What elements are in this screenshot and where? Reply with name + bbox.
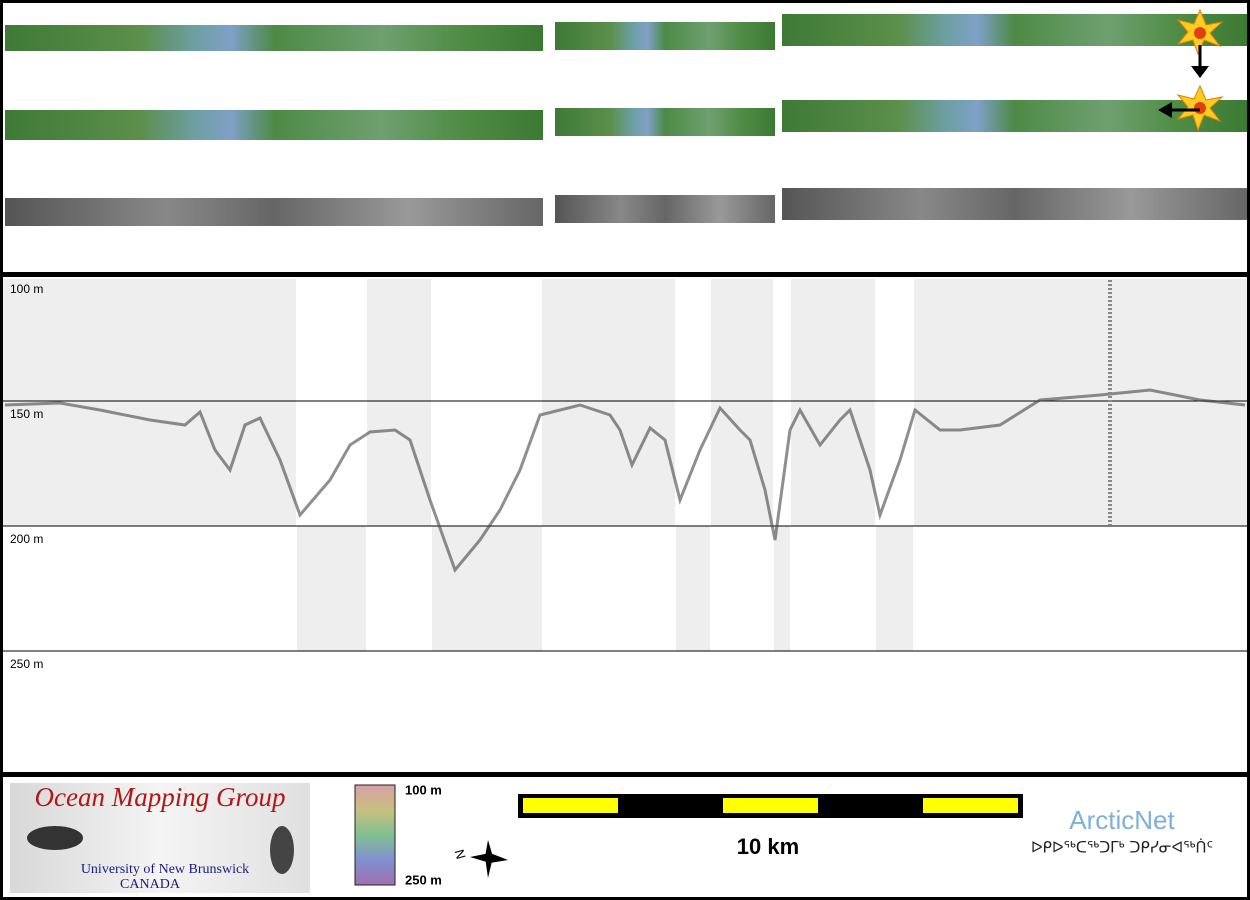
colorbar-label: 250 m bbox=[405, 872, 442, 887]
burst-core bbox=[1194, 27, 1206, 39]
swath-strip bbox=[782, 100, 1247, 132]
logo-line: University of New Brunswick bbox=[81, 862, 249, 877]
scale-label: 10 km bbox=[737, 834, 799, 859]
data-bands bbox=[3, 279, 1247, 651]
logo-line: CANADA bbox=[120, 877, 181, 892]
depth-labels: 100 m 150 m 200 m 250 m bbox=[10, 282, 43, 671]
arrow-head bbox=[1191, 66, 1209, 78]
scale-bar: 10 km bbox=[518, 794, 1023, 859]
depth-label: 250 m bbox=[10, 657, 43, 671]
logo-ship bbox=[27, 826, 83, 850]
scale-bar-segment bbox=[523, 798, 618, 813]
swath-strips bbox=[5, 14, 1247, 226]
swath-strip bbox=[5, 25, 543, 51]
logo-title: Ocean Mapping Group bbox=[35, 782, 286, 812]
swath-strip bbox=[555, 195, 775, 223]
swath-strip bbox=[782, 14, 1247, 46]
partner-name: ArcticNet bbox=[1069, 805, 1175, 835]
compass-needle bbox=[485, 840, 493, 878]
arrow-head bbox=[1158, 102, 1172, 118]
logo-ship bbox=[270, 826, 294, 874]
swath-strip bbox=[5, 198, 543, 226]
position-markers bbox=[1158, 8, 1224, 132]
swath-strip bbox=[555, 108, 775, 136]
depth-label: 100 m bbox=[10, 282, 43, 296]
scale-bar-segment bbox=[723, 798, 818, 813]
swath-strip bbox=[782, 188, 1247, 220]
depth-label: 150 m bbox=[10, 407, 43, 421]
burst-core bbox=[1194, 102, 1206, 114]
colorbar-label: 100 m bbox=[405, 782, 442, 797]
compass-label: N bbox=[452, 848, 469, 861]
omg-logo: Ocean Mapping Group University of New Br… bbox=[10, 782, 310, 893]
depth-profile bbox=[4, 388, 1246, 573]
swath-strip bbox=[555, 22, 775, 50]
scale-bar-segment bbox=[923, 798, 1018, 813]
compass: N bbox=[452, 840, 508, 878]
swath-strip bbox=[5, 110, 543, 140]
partner-subtitle: ᐅᑭᐅᖅᑕᖅᑐᒥᒃ ᑐᑭᓯᓂᐊᖅᑏᑦ bbox=[1031, 839, 1213, 857]
colorbar bbox=[354, 784, 396, 886]
depth-label: 200 m bbox=[10, 532, 43, 546]
